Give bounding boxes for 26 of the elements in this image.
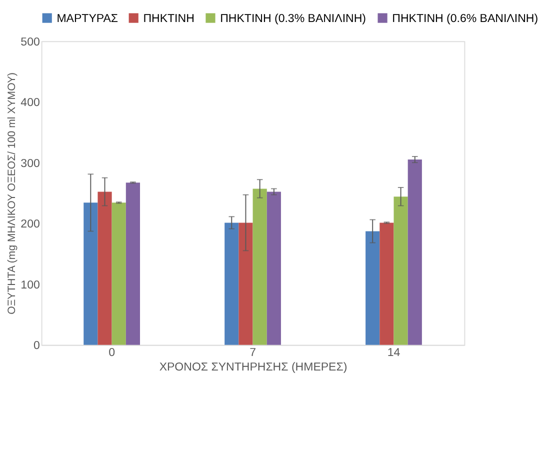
- y-axis-title: ΟΞΥΤΗΤΑ (mg ΜΗΛΙΚΟΥ ΟΞΕΟΣ/ 100 ml ΧΥΜΟΥ): [6, 72, 18, 314]
- x-tick-label: 0: [108, 346, 116, 359]
- bar: [366, 231, 380, 345]
- bar: [408, 160, 422, 345]
- legend-label: ΠΗΚΤΙΝΗ (0.6% ΒΑΝΙΛΙΝΗ): [392, 12, 538, 25]
- bar: [380, 222, 394, 345]
- bar: [126, 182, 140, 345]
- bar: [98, 192, 112, 345]
- bar: [238, 222, 253, 345]
- y-tick-label: 300: [20, 158, 40, 170]
- x-axis-title: ΧΡΟΝΟΣ ΣΥΝΤΗΡΗΣΗΣ (ΗΜΕΡΕΣ): [159, 361, 348, 374]
- bar: [266, 192, 281, 345]
- bar: [224, 222, 239, 345]
- bar: [112, 202, 126, 345]
- x-tick-label: 7: [250, 346, 256, 359]
- y-tick-label: 200: [20, 218, 40, 231]
- bar: [394, 196, 408, 345]
- y-tick-label: 500: [20, 36, 40, 48]
- bar: [252, 188, 267, 345]
- legend-label: ΜΑΡΤΥΡΑΣ: [56, 12, 118, 25]
- legend-label: ΠΗΚΤΙΝΗ: [143, 12, 194, 25]
- legend-label: ΠΗΚΤΙΝΗ (0.3% ΒΑΝΙΛΙΝΗ): [220, 12, 366, 25]
- bar: [84, 202, 98, 345]
- x-tick-label: 14: [387, 346, 401, 359]
- y-tick-label: 400: [20, 97, 40, 110]
- y-tick-label: 100: [20, 279, 40, 292]
